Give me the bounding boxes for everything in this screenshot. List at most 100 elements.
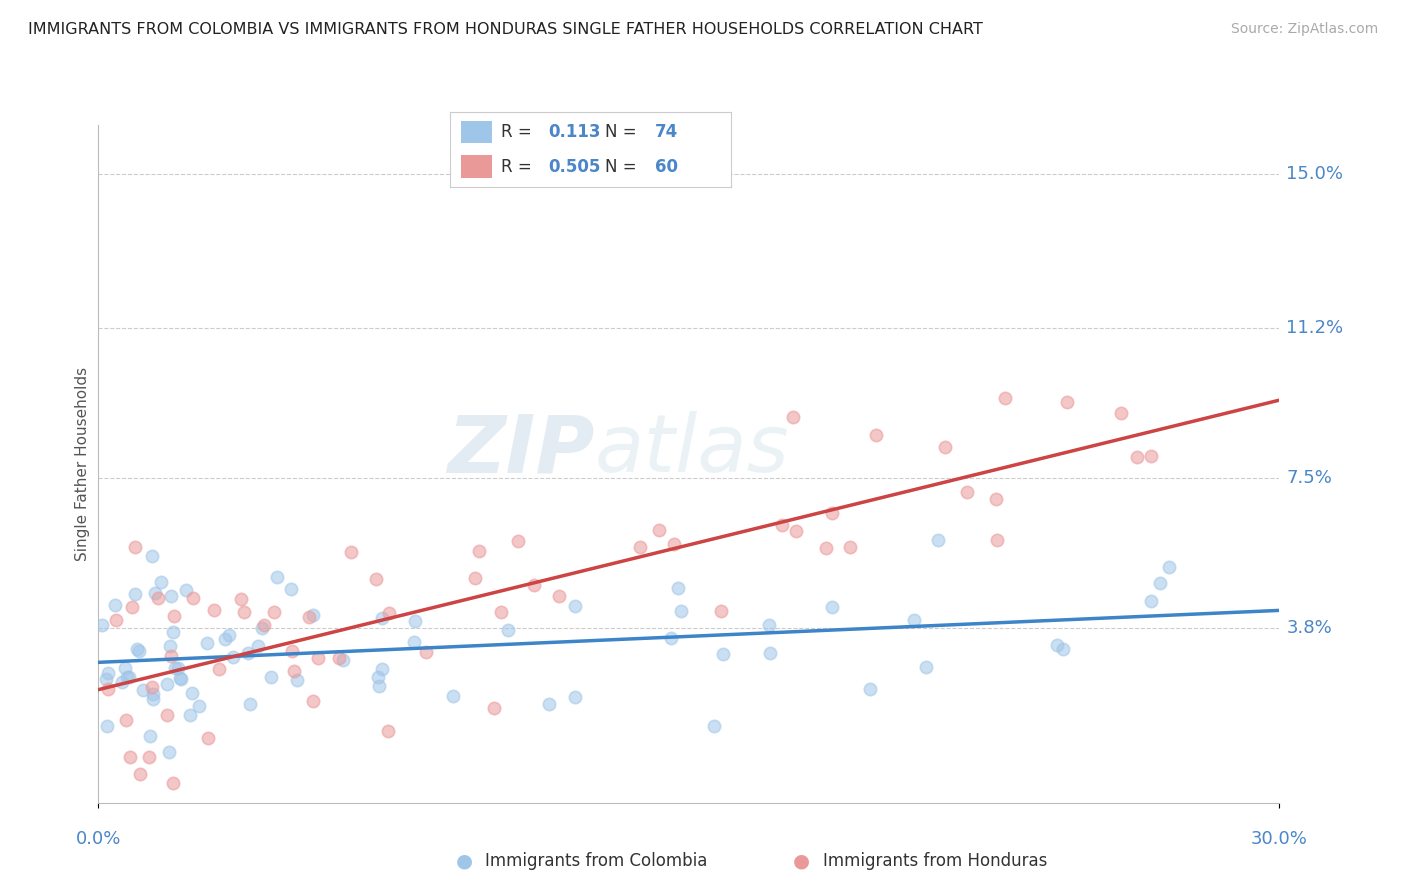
Point	[169, 672, 191, 686]
FancyBboxPatch shape	[461, 155, 492, 178]
Point	[1149, 576, 1171, 591]
Point	[538, 697, 561, 711]
Point	[155, 677, 177, 691]
Point	[994, 391, 1017, 405]
Point	[139, 730, 162, 744]
Point	[141, 549, 163, 563]
Point	[280, 582, 302, 596]
Text: 0.0%: 0.0%	[76, 830, 121, 847]
Point	[97, 682, 120, 697]
Point	[105, 613, 128, 627]
FancyBboxPatch shape	[461, 120, 492, 144]
Point	[934, 441, 956, 455]
Point	[121, 600, 143, 615]
Point	[142, 691, 165, 706]
Point	[491, 605, 513, 619]
Point	[281, 643, 304, 657]
Text: Source: ZipAtlas.com: Source: ZipAtlas.com	[1230, 22, 1378, 37]
Point	[1046, 638, 1069, 652]
Point	[859, 682, 882, 697]
Point	[367, 670, 389, 684]
Point	[150, 574, 173, 589]
Point	[482, 700, 505, 714]
Point	[208, 662, 231, 676]
Point	[302, 694, 325, 708]
Point	[415, 645, 437, 659]
Y-axis label: Single Father Households: Single Father Households	[75, 367, 90, 561]
Point	[229, 592, 252, 607]
Point	[142, 687, 165, 701]
Point	[710, 604, 733, 618]
Point	[129, 767, 152, 781]
Point	[821, 600, 844, 615]
Point	[298, 609, 321, 624]
Point	[339, 545, 361, 559]
Point	[263, 605, 285, 619]
Text: ZIP: ZIP	[447, 411, 595, 490]
Point	[984, 491, 1007, 506]
Point	[260, 670, 283, 684]
Point	[328, 651, 350, 665]
Text: R =: R =	[501, 123, 537, 141]
Point	[927, 533, 949, 548]
Point	[364, 573, 387, 587]
Point	[162, 625, 184, 640]
Point	[377, 724, 399, 739]
Point	[195, 636, 218, 650]
Point	[496, 623, 519, 637]
Point	[1157, 559, 1180, 574]
Point	[128, 643, 150, 657]
Text: N =: N =	[605, 123, 641, 141]
Text: N =: N =	[605, 158, 641, 176]
Point	[124, 587, 146, 601]
Point	[523, 578, 546, 592]
Point	[671, 604, 693, 618]
Point	[1052, 642, 1074, 657]
Point	[865, 428, 887, 442]
Point	[759, 646, 782, 660]
Point	[1126, 450, 1149, 465]
Text: 0.113: 0.113	[548, 123, 600, 141]
Text: ●: ●	[456, 851, 472, 871]
Text: 30.0%: 30.0%	[1251, 830, 1308, 847]
Text: 74: 74	[655, 123, 679, 141]
Text: 15.0%: 15.0%	[1286, 165, 1344, 183]
Point	[1056, 395, 1078, 409]
Point	[181, 686, 204, 700]
Point	[125, 641, 148, 656]
Text: IMMIGRANTS FROM COLOMBIA VS IMMIGRANTS FROM HONDURAS SINGLE FATHER HOUSEHOLDS CO: IMMIGRANTS FROM COLOMBIA VS IMMIGRANTS F…	[28, 22, 983, 37]
Point	[239, 698, 262, 712]
Point	[564, 599, 586, 614]
Point	[647, 523, 669, 537]
Point	[91, 618, 114, 632]
Point	[160, 589, 183, 603]
Point	[159, 639, 181, 653]
Point	[371, 611, 394, 625]
Point	[266, 570, 288, 584]
Point	[132, 682, 155, 697]
Point	[370, 662, 392, 676]
Point	[1140, 449, 1163, 463]
Point	[903, 614, 925, 628]
Point	[703, 719, 725, 733]
Point	[214, 632, 236, 646]
Point	[124, 540, 146, 554]
Point	[141, 680, 163, 694]
Point	[253, 618, 276, 632]
Point	[138, 750, 160, 764]
Point	[285, 673, 308, 687]
Point	[468, 544, 491, 558]
Point	[247, 639, 270, 653]
Point	[1109, 406, 1132, 420]
Text: 11.2%: 11.2%	[1286, 318, 1344, 337]
Point	[167, 661, 190, 675]
Text: Immigrants from Honduras: Immigrants from Honduras	[823, 852, 1047, 870]
Point	[839, 540, 862, 554]
Point	[307, 651, 329, 665]
Point	[302, 608, 325, 623]
Point	[156, 707, 179, 722]
Point	[165, 660, 187, 674]
Point	[222, 649, 245, 664]
Point	[986, 533, 1008, 548]
Point	[115, 670, 138, 684]
